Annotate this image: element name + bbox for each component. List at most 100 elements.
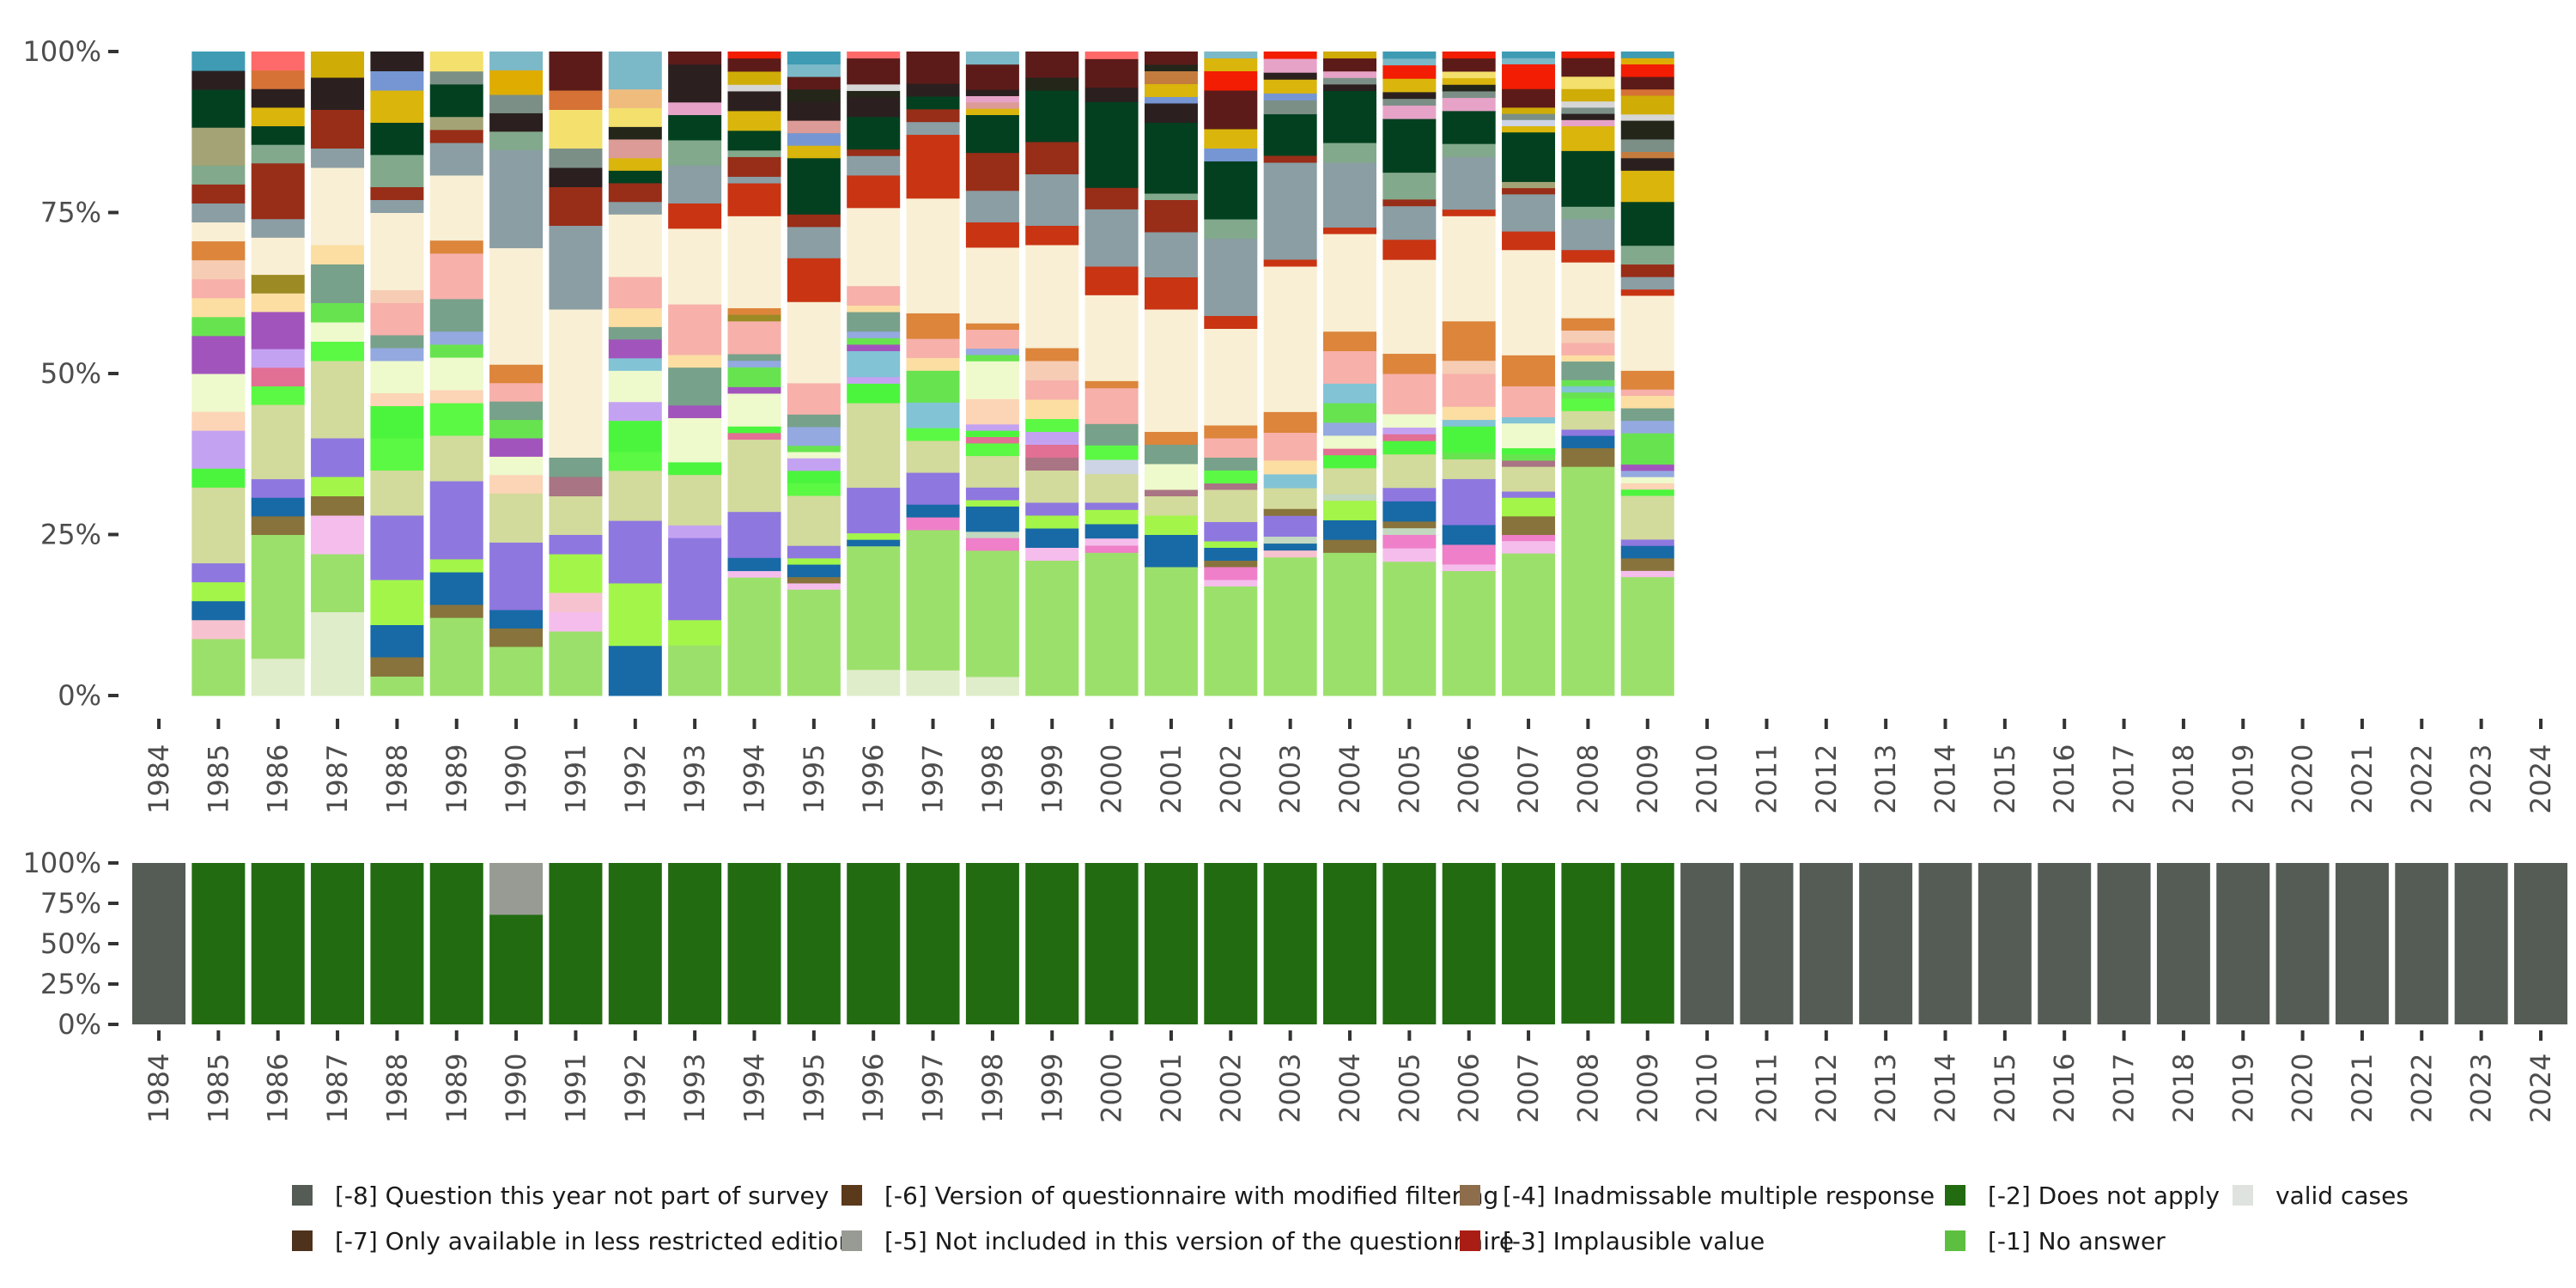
bar-segment: [727, 439, 781, 513]
bar-segment: [787, 495, 841, 546]
bar-segment: [1025, 560, 1079, 696]
bar-segment: [965, 442, 1019, 457]
bar-segment: [1323, 143, 1376, 163]
x-tick-label: 2004: [1334, 744, 1366, 814]
bar-segment: [1382, 374, 1437, 415]
bar-segment: [489, 456, 544, 476]
bar-segment: [1263, 72, 1317, 80]
bar-segment: [191, 581, 246, 602]
x-tick-mark: [811, 719, 816, 729]
bar-segment: [1204, 586, 1258, 696]
bar-segment: [311, 52, 365, 78]
bar-segment: [608, 157, 662, 171]
x-tick-label: 2004: [1334, 1054, 1366, 1123]
x-tick-mark: [514, 1030, 519, 1041]
x-tick-mark: [395, 719, 399, 729]
bar-segment: [251, 658, 305, 696]
y-tick-mark: [108, 50, 118, 53]
x-tick-label: 2001: [1155, 744, 1188, 814]
bar-segment: [1502, 193, 1556, 232]
bar-stack-2002: [1204, 863, 1258, 1024]
bar-segment: [1144, 232, 1198, 277]
bar-segment-m5: [489, 863, 544, 915]
x-tick-mark: [1348, 1030, 1352, 1041]
bar-stack-2009: [1620, 52, 1674, 696]
bar-segment: [608, 470, 662, 521]
x-tick-mark: [2122, 1030, 2126, 1041]
bar-segment: [549, 167, 603, 187]
y-tick-label: 50%: [40, 357, 101, 390]
bar-segment: [787, 452, 841, 459]
y-tick-label: 75%: [40, 197, 101, 229]
x-tick-mark: [2181, 1030, 2185, 1041]
bar-segment: [1502, 106, 1556, 114]
bar-segment: [1620, 557, 1674, 571]
bar-segment: [1144, 567, 1198, 696]
bar-stack-1998: [965, 863, 1019, 1024]
bar-segment: [370, 52, 424, 71]
x-tick-label: 2012: [1810, 744, 1843, 814]
bar-segment-m2: [906, 863, 960, 1024]
bar-segment: [429, 70, 483, 85]
bar-segment-m2: [1382, 863, 1437, 1024]
bar-segment-m2: [1620, 863, 1674, 1024]
bar-segment: [429, 389, 483, 404]
legend-item-m6: [-6] Version of questionnaire with modif…: [841, 1178, 1498, 1212]
bar-segment: [1204, 148, 1258, 161]
bar-segment: [1382, 520, 1437, 529]
legend-swatch-icon: [1460, 1185, 1480, 1206]
bar-segment: [608, 126, 662, 140]
bar-stack-2007: [1502, 863, 1556, 1024]
bar-segment: [1144, 309, 1198, 432]
bar-stack-2024: [2514, 863, 2567, 1024]
bar-segment: [727, 577, 781, 696]
x-tick-mark: [2479, 719, 2483, 729]
bar-segment: [727, 52, 781, 59]
bar-segment: [1382, 434, 1437, 441]
bar-segment: [965, 423, 1019, 431]
y-tick-label: 50%: [40, 927, 101, 960]
bar-segment: [429, 604, 483, 618]
bar-segment: [608, 214, 662, 277]
bar-segment: [1263, 58, 1317, 73]
bar-segment: [965, 190, 1019, 223]
bar-segment: [1323, 519, 1376, 540]
bar-segment: [370, 289, 424, 303]
bar-segment: [1620, 570, 1674, 578]
bar-segment: [429, 143, 483, 176]
bar-segment: [191, 468, 246, 488]
bar-segment: [1263, 473, 1317, 489]
bar-segment: [1025, 457, 1079, 471]
bar-segment: [549, 534, 603, 555]
bar-segment: [1263, 266, 1317, 412]
bar-segment: [1323, 161, 1376, 228]
x-tick-mark: [752, 1030, 756, 1041]
bar-segment: [1382, 440, 1437, 455]
bar-segment: [906, 121, 960, 136]
x-tick-label: 2020: [2287, 744, 2319, 814]
x-tick-mark: [1824, 719, 1828, 729]
x-tick-label: 2018: [2167, 744, 2200, 814]
bar-segment: [1144, 495, 1198, 516]
bar-segment: [1204, 560, 1258, 568]
x-tick-mark: [1109, 1030, 1114, 1041]
bar-segment: [1025, 90, 1079, 143]
bar-segment: [727, 570, 781, 578]
bar-stack-2018: [2156, 863, 2210, 1024]
bar-segment: [1025, 399, 1079, 419]
x-tick-mark: [1705, 719, 1710, 729]
y-tick-mark: [108, 942, 118, 945]
bar-segment: [1502, 187, 1556, 195]
bar-segment: [965, 52, 1019, 65]
bar-segment: [1442, 209, 1496, 216]
x-tick-mark: [2420, 719, 2424, 729]
x-tick-label: 2020: [2287, 1054, 2319, 1123]
bar-segment: [1144, 70, 1198, 84]
bar-segment: [311, 148, 365, 168]
bar-segment: [251, 293, 305, 313]
bar-segment: [1502, 249, 1556, 355]
x-tick-label: 1991: [559, 744, 592, 814]
legend-swatch-icon: [292, 1230, 313, 1251]
bar-segment: [1442, 419, 1496, 427]
bar-segment: [549, 631, 603, 696]
